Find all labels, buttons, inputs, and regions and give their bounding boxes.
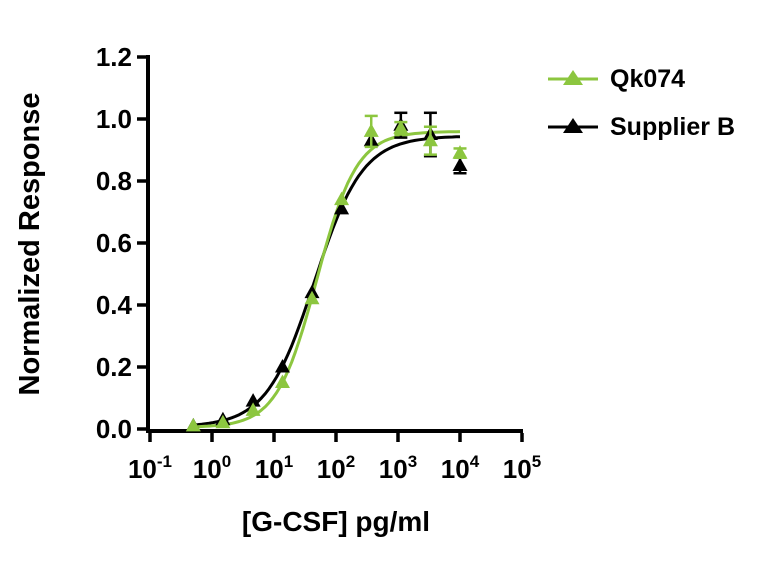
data-marker-qk074	[334, 191, 350, 206]
legend-item-supplier-b: Supplier B	[548, 112, 736, 141]
data-marker-supplier-b	[274, 359, 290, 373]
series-supplier-b	[185, 111, 468, 432]
y-tick-label: 0.6	[96, 228, 132, 258]
fit-curve-supplier-b	[190, 135, 461, 427]
legend-marker-icon	[548, 70, 598, 85]
x-tick-label: 104	[441, 452, 480, 484]
x-tick-label: 100	[193, 452, 231, 484]
legend-label: Supplier B	[610, 112, 736, 141]
data-marker-qk074	[452, 145, 468, 159]
data-marker-qk074	[393, 120, 409, 134]
y-tick-label: 0.2	[96, 352, 132, 382]
x-tick-label: 102	[317, 452, 355, 484]
y-axis-title: Normalized Response	[14, 92, 46, 396]
data-marker-qk074	[215, 414, 231, 429]
y-tick-label: 0.4	[96, 290, 133, 320]
y-tick-label: 1.2	[96, 42, 132, 72]
y-tick-label: 1.0	[96, 104, 132, 134]
y-tick-label: 0.8	[96, 166, 132, 196]
data-marker-qk074	[274, 374, 290, 388]
data-marker-supplier-b	[334, 200, 350, 215]
x-tick-label: 101	[255, 452, 293, 484]
fit-curve-qk074	[190, 130, 461, 429]
data-marker-qk074	[245, 402, 261, 416]
x-tick-label: 103	[379, 452, 417, 484]
y-tick-label: 0.0	[96, 414, 132, 444]
legend-item-qk074: Qk074	[548, 64, 735, 93]
data-marker-supplier-b	[452, 157, 468, 171]
data-marker-supplier-b	[245, 393, 261, 407]
legend-triangle-icon	[563, 118, 583, 133]
legend-marker-icon	[548, 118, 598, 133]
legend-triangle-icon	[563, 70, 583, 85]
data-marker-qk074	[304, 290, 320, 305]
legend: Qk074 Supplier B	[548, 64, 736, 162]
data-marker-qk074	[363, 123, 379, 137]
series-qk074	[185, 114, 468, 432]
data-marker-qk074	[185, 417, 201, 432]
x-tick-label: 10-1	[128, 452, 172, 484]
legend-label: Qk074	[610, 64, 686, 93]
x-tick-label: 105	[503, 452, 541, 484]
data-marker-qk074	[422, 132, 438, 147]
x-axis-title: [G-CSF] pg/ml	[241, 506, 431, 537]
